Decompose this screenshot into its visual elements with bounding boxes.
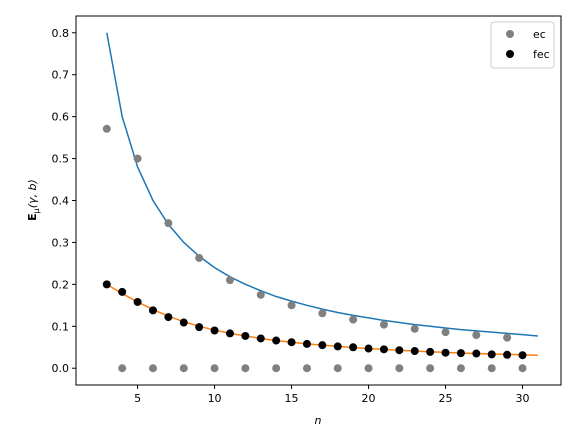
point-ec-6 bbox=[195, 253, 204, 262]
point-ec-5 bbox=[179, 364, 188, 373]
y-tick-label-5: 0.5 bbox=[52, 153, 70, 166]
x-tick-label-10: 10 bbox=[208, 392, 222, 405]
point-ec-3 bbox=[148, 364, 157, 373]
point-fec-7 bbox=[210, 326, 219, 335]
point-ec-14 bbox=[318, 309, 327, 318]
point-ec-9 bbox=[241, 364, 250, 373]
point-fec-26 bbox=[503, 350, 512, 359]
point-fec-21 bbox=[426, 347, 435, 356]
y-axis-label: Eμ(γ, b) bbox=[26, 179, 41, 221]
point-fec-20 bbox=[410, 347, 419, 356]
point-fec-25 bbox=[487, 350, 496, 359]
plot-frame bbox=[75, 15, 562, 386]
x-tick-label-30: 30 bbox=[516, 392, 530, 405]
point-ec-7 bbox=[210, 364, 219, 373]
point-fec-18 bbox=[379, 345, 388, 354]
y-axis-label-rest: (γ, b) bbox=[26, 179, 39, 208]
point-ec-23 bbox=[456, 364, 465, 373]
y-tick-label-1: 0.1 bbox=[52, 320, 70, 333]
x-tick-label-15: 15 bbox=[285, 392, 299, 405]
point-ec-2 bbox=[133, 154, 142, 163]
point-fec-12 bbox=[287, 338, 296, 347]
y-axis-label-main: E bbox=[26, 213, 39, 221]
point-ec-16 bbox=[349, 315, 358, 324]
x-tick-label-20: 20 bbox=[362, 392, 376, 405]
point-ec-8 bbox=[225, 276, 234, 285]
axis-ticks: 5 10 15 20 25 30 0.0 0.1 0.2 0.3 0.4 0.5 0.6 0.7 0.8 bbox=[52, 27, 530, 405]
fit-line-2 bbox=[106, 32, 538, 337]
point-fec-2 bbox=[133, 297, 142, 306]
point-ec-19 bbox=[395, 364, 404, 373]
point-fec-1 bbox=[118, 287, 127, 296]
point-ec-17 bbox=[364, 364, 373, 373]
point-ec-15 bbox=[333, 364, 342, 373]
point-ec-12 bbox=[287, 301, 296, 310]
y-tick-label-0: 0.0 bbox=[52, 362, 70, 375]
point-fec-23 bbox=[456, 349, 465, 358]
x-axis-label: n bbox=[315, 414, 322, 427]
point-fec-3 bbox=[148, 306, 157, 315]
point-ec-18 bbox=[379, 320, 388, 329]
point-ec-21 bbox=[426, 364, 435, 373]
point-fec-15 bbox=[333, 342, 342, 351]
point-fec-10 bbox=[256, 334, 265, 343]
point-fec-0 bbox=[102, 280, 111, 289]
point-fec-27 bbox=[518, 351, 527, 360]
point-ec-11 bbox=[272, 364, 281, 373]
y-axis-label-sub: μ bbox=[32, 208, 41, 213]
point-fec-14 bbox=[318, 341, 327, 350]
point-fec-4 bbox=[164, 313, 173, 322]
y-tick-label-3: 0.3 bbox=[52, 236, 70, 249]
point-fec-13 bbox=[302, 339, 311, 348]
point-ec-10 bbox=[256, 290, 265, 299]
point-fec-8 bbox=[225, 329, 234, 338]
point-ec-27 bbox=[518, 364, 527, 373]
legend-label-ec: ec bbox=[533, 28, 546, 41]
svg-text:Eμ(γ, b): Eμ(γ, b) bbox=[26, 179, 41, 221]
point-ec-4 bbox=[164, 219, 173, 228]
legend: ec fec bbox=[490, 21, 555, 69]
point-fec-17 bbox=[364, 344, 373, 353]
plot-area bbox=[102, 32, 538, 373]
y-tick-label-2: 0.2 bbox=[52, 278, 70, 291]
point-fec-6 bbox=[195, 323, 204, 332]
point-fec-9 bbox=[241, 331, 250, 340]
legend-label-fec: fec bbox=[533, 48, 550, 61]
point-fec-5 bbox=[179, 318, 188, 327]
y-tick-label-7: 0.7 bbox=[52, 69, 70, 82]
point-ec-0 bbox=[102, 124, 111, 133]
point-ec-24 bbox=[472, 331, 481, 340]
point-fec-11 bbox=[272, 336, 281, 345]
y-tick-label-8: 0.8 bbox=[52, 27, 70, 40]
point-ec-1 bbox=[118, 364, 127, 373]
legend-marker-ec bbox=[506, 30, 514, 38]
legend-marker-fec bbox=[506, 50, 514, 58]
point-ec-22 bbox=[441, 328, 450, 337]
x-tick-label-5: 5 bbox=[134, 392, 141, 405]
point-ec-25 bbox=[487, 364, 496, 373]
x-tick-label-25: 25 bbox=[439, 392, 453, 405]
point-fec-16 bbox=[349, 343, 358, 352]
point-ec-20 bbox=[410, 324, 419, 333]
point-fec-19 bbox=[395, 346, 404, 355]
y-tick-label-4: 0.4 bbox=[52, 195, 70, 208]
point-fec-22 bbox=[441, 348, 450, 357]
point-fec-24 bbox=[472, 349, 481, 358]
point-ec-13 bbox=[302, 364, 311, 373]
point-ec-26 bbox=[503, 333, 512, 342]
y-tick-label-6: 0.6 bbox=[52, 111, 70, 124]
